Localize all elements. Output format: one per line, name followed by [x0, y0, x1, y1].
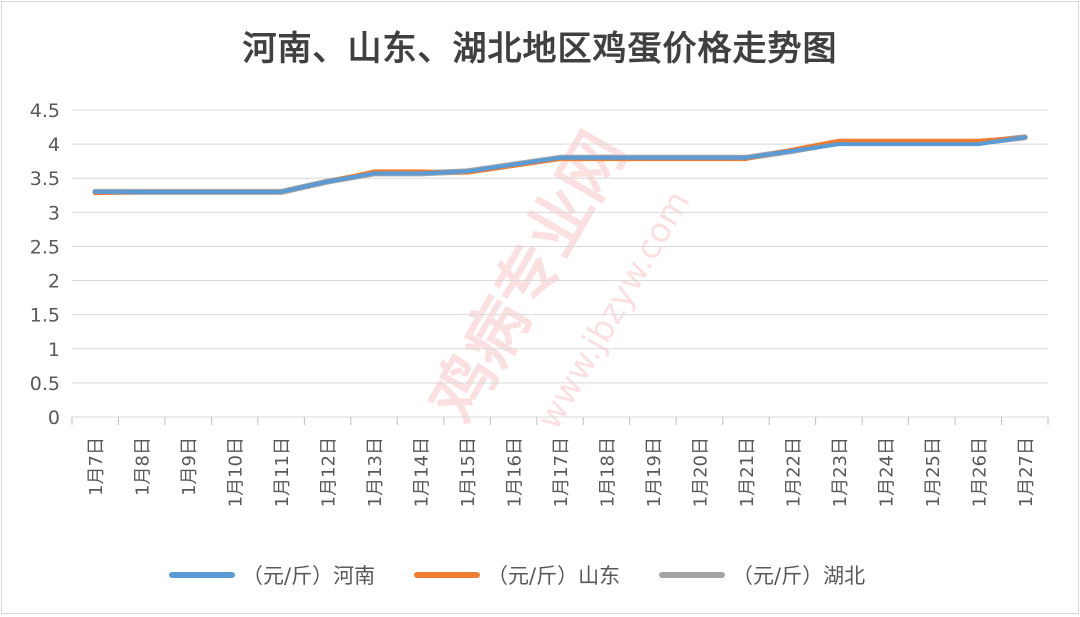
x-tick-label: 1月16日	[505, 437, 526, 507]
y-tick-label: 4.5	[30, 100, 60, 122]
y-tick-label: 2	[48, 271, 60, 293]
x-tick-label: 1月19日	[644, 437, 665, 507]
x-tick-label: 1月7日	[86, 437, 107, 496]
x-tick-label: 1月26日	[969, 437, 990, 507]
x-tick-label: 1月25日	[923, 437, 944, 507]
x-tick-label: 1月14日	[412, 437, 433, 507]
x-tick-label: 1月12日	[319, 437, 340, 507]
x-tick-label: 1月24日	[876, 437, 897, 507]
x-tick-label: 1月11日	[272, 437, 293, 507]
x-tick-label: 1月27日	[1016, 437, 1037, 507]
x-tick-label: 1月10日	[226, 437, 247, 507]
series-line-0	[93, 135, 1027, 194]
x-tick-label: 1月13日	[365, 437, 386, 507]
y-tick-label: 3.5	[30, 168, 60, 190]
chart-title: 河南、山东、湖北地区鸡蛋价格走势图	[243, 29, 838, 69]
x-tick-label: 1月15日	[458, 437, 479, 507]
y-tick-label: 3	[48, 202, 60, 224]
y-tick-label: 1	[48, 339, 60, 361]
x-tick-label: 1月22日	[783, 437, 804, 507]
x-tick-label: 1月23日	[830, 437, 851, 507]
x-tick-label: 1月8日	[133, 437, 154, 496]
gridlines	[72, 109, 1048, 418]
y-tick-label: 2.5	[30, 236, 60, 258]
y-tick-label: 1.5	[30, 305, 60, 327]
x-tick-label: 1月21日	[737, 437, 758, 507]
y-tick-label: 0.5	[30, 373, 60, 395]
x-tick-label: 1月20日	[690, 437, 711, 507]
legend-label: （元/斤）湖北	[732, 564, 865, 588]
x-axis: 1月7日 1月8日 1月9日 1月10日 1月11日 1月12日 1月13日 1月14日 1月1…	[71, 417, 1049, 507]
series-lines	[92, 134, 1028, 196]
legend-label: （元/斤）河南	[242, 564, 375, 588]
x-tick-label: 1月9日	[179, 437, 200, 496]
legend-label: （元/斤）山东	[487, 564, 620, 588]
x-tick-label: 1月17日	[551, 437, 572, 507]
legend: （元/斤）河南 （元/斤）山东 （元/斤）湖北	[169, 564, 865, 588]
y-tick-label: 4	[48, 134, 60, 156]
x-tick-label: 1月18日	[597, 437, 618, 507]
y-axis: 0 0.5 1 1.5 2 2.5 3 3.5 4 4.5	[30, 100, 60, 429]
watermark-text: 鸡病专业网	[417, 120, 641, 434]
y-tick-label: 0	[48, 407, 60, 429]
